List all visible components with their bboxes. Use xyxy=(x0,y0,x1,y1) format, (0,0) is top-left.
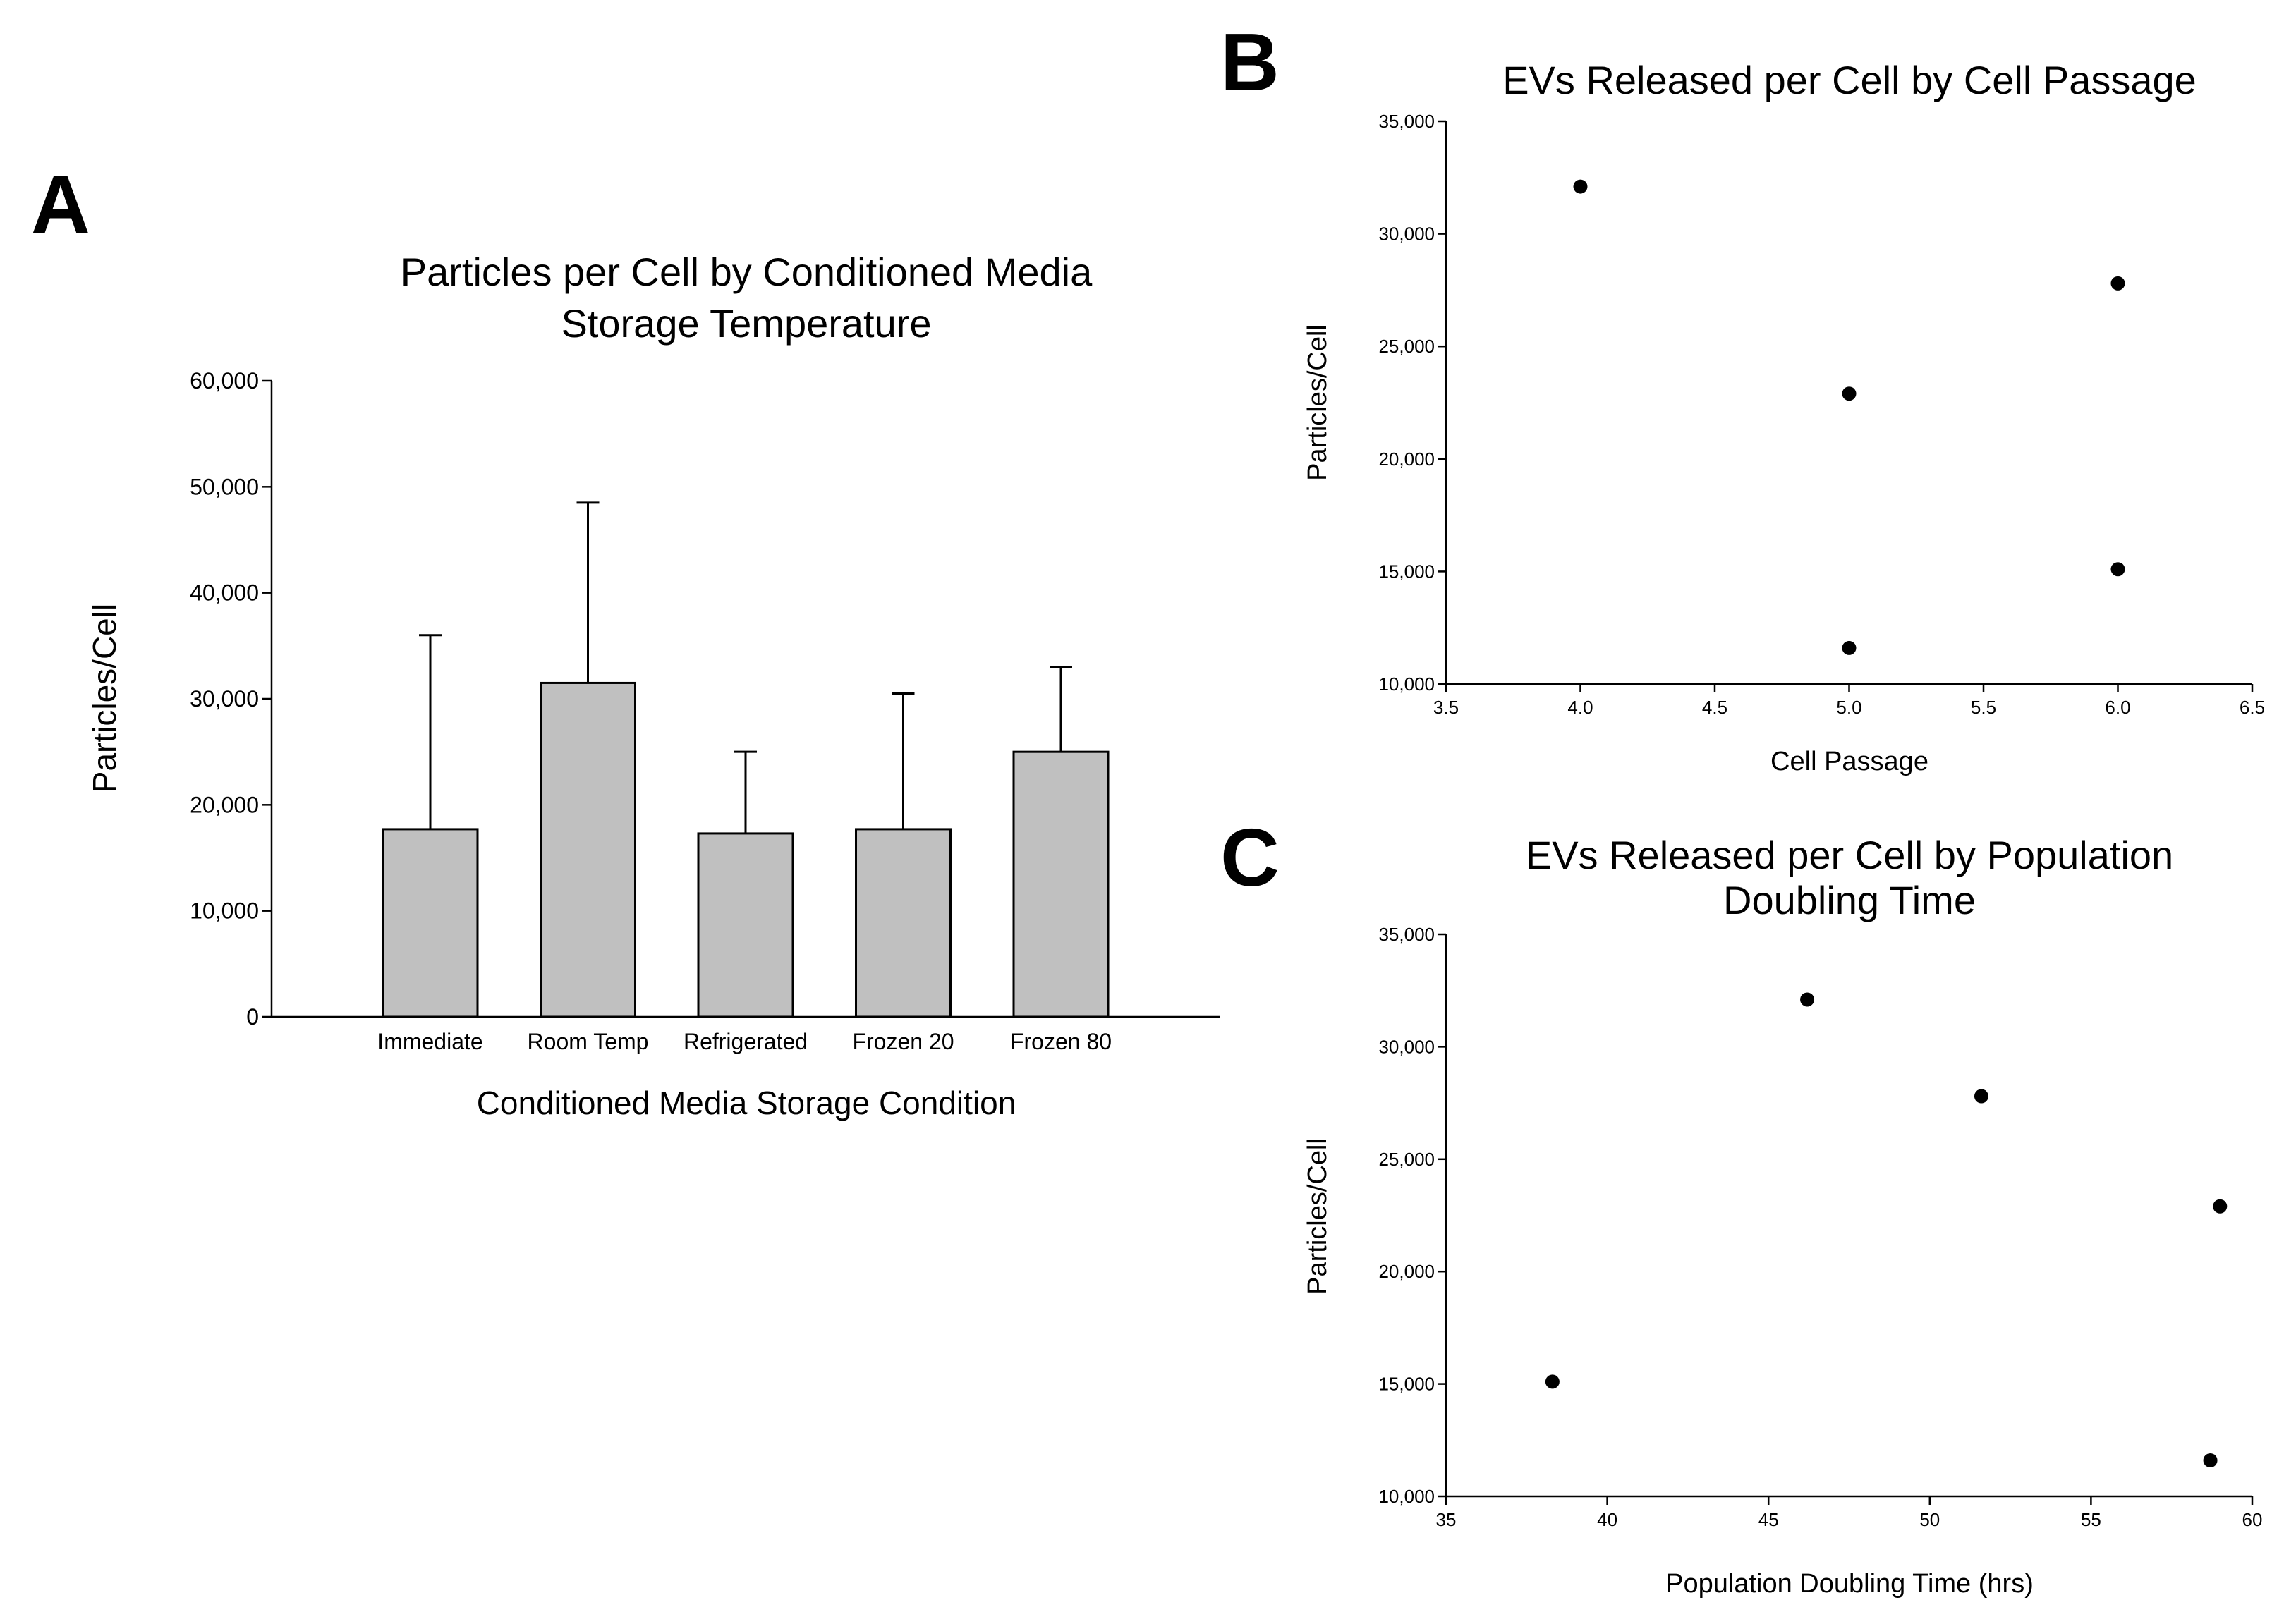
panel-letter-b: B xyxy=(1220,16,1280,108)
y-tick-label: 40,000 xyxy=(190,580,259,606)
x-tick-label: 4.5 xyxy=(1702,697,1727,718)
y-tick-label: 30,000 xyxy=(1378,1036,1435,1057)
y-tick-label: 10,000 xyxy=(1378,1486,1435,1507)
y-axis-label: Particles/Cell xyxy=(1303,1138,1332,1295)
x-axis-label: Population Doubling Time (hrs) xyxy=(1665,1569,2034,1599)
y-tick-label: 10,000 xyxy=(1378,673,1435,695)
y-tick-label: 0 xyxy=(246,1004,259,1030)
bar-frozen-80 xyxy=(1012,750,1110,1018)
data-point xyxy=(1842,386,1857,401)
panel-letter-a: A xyxy=(31,159,90,250)
x-tick-label: 5.5 xyxy=(1971,697,1996,718)
x-tick-label: 45 xyxy=(1758,1509,1779,1530)
y-tick-label: 35,000 xyxy=(1378,111,1435,132)
y-tick-label: 35,000 xyxy=(1378,924,1435,945)
data-point xyxy=(1800,992,1815,1007)
bar-room-temp xyxy=(540,681,636,1018)
x-axis-label: Cell Passage xyxy=(1770,747,1928,776)
bar-immediate xyxy=(382,828,479,1018)
x-tick-label: Immediate xyxy=(377,1029,482,1054)
x-tick-label: 4.0 xyxy=(1567,697,1593,718)
chart-title-line-2: Doubling Time xyxy=(1723,878,1976,922)
y-axis-label: Particles/Cell xyxy=(1303,324,1332,481)
y-axis-label: Particles/Cell xyxy=(86,604,123,793)
panel-letter-c: C xyxy=(1220,812,1280,903)
data-point xyxy=(1573,179,1588,194)
x-tick-label: 35 xyxy=(1436,1509,1457,1530)
x-tick-label: Room Temp xyxy=(528,1029,649,1054)
bar-refrigerated xyxy=(697,832,794,1018)
x-tick-label: Refrigerated xyxy=(684,1029,808,1054)
x-tick-label: 55 xyxy=(2081,1509,2101,1530)
y-tick-label: 10,000 xyxy=(190,898,259,924)
y-tick-label: 20,000 xyxy=(1378,448,1435,470)
data-point xyxy=(2110,562,2125,577)
y-tick-label: 30,000 xyxy=(190,686,259,712)
chart-title-line-1: EVs Released per Cell by Cell Passage xyxy=(1502,58,2197,102)
x-tick-label: 5.0 xyxy=(1836,697,1861,718)
y-tick-label: 25,000 xyxy=(1378,336,1435,357)
chart-title-line-1: Particles per Cell by Conditioned Media xyxy=(401,250,1093,294)
chart-title-line-2: Storage Temperature xyxy=(561,301,931,346)
y-tick-label: 20,000 xyxy=(1378,1261,1435,1282)
y-tick-label: 50,000 xyxy=(190,474,259,499)
x-tick-label: 60 xyxy=(2242,1509,2263,1530)
x-axis-label: Conditioned Media Storage Condition xyxy=(477,1085,1016,1121)
chart-panel-b: EVs Released per Cell by Cell Passage 10,… xyxy=(1303,58,2265,776)
x-tick-label: 40 xyxy=(1597,1509,1617,1530)
x-tick-label: Frozen 20 xyxy=(852,1029,954,1054)
x-tick-label: 3.5 xyxy=(1433,697,1459,718)
x-tick-label: Frozen 80 xyxy=(1010,1029,1112,1054)
data-point xyxy=(2213,1199,2228,1214)
chart-title-line-1: EVs Released per Cell by Population xyxy=(1526,833,2173,877)
data-point xyxy=(2203,1453,2218,1467)
y-tick-label: 25,000 xyxy=(1378,1149,1435,1170)
x-tick-label: 6.5 xyxy=(2240,697,2265,718)
y-tick-label: 15,000 xyxy=(1378,1374,1435,1395)
y-tick-label: 60,000 xyxy=(190,368,259,393)
y-tick-label: 20,000 xyxy=(190,792,259,817)
x-tick-label: 50 xyxy=(1919,1509,1940,1530)
chart-panel-c: EVs Released per Cell by PopulationDoubl… xyxy=(1303,833,2262,1599)
data-point xyxy=(1974,1089,1988,1104)
y-tick-label: 15,000 xyxy=(1378,561,1435,582)
y-tick-label: 30,000 xyxy=(1378,224,1435,245)
x-tick-label: 6.0 xyxy=(2105,697,2130,718)
bar-frozen-20 xyxy=(855,828,952,1018)
data-point xyxy=(2110,276,2125,291)
data-point xyxy=(1545,1374,1560,1389)
data-point xyxy=(1842,640,1857,655)
chart-panel-a: Particles per Cell by Conditioned Media S… xyxy=(86,250,1220,1121)
